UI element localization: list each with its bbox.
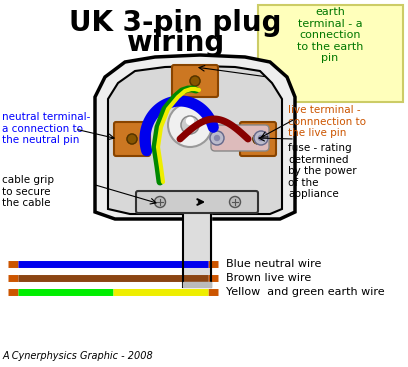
FancyBboxPatch shape <box>211 125 269 151</box>
Text: Blue neutral wire: Blue neutral wire <box>226 259 322 269</box>
FancyBboxPatch shape <box>136 191 258 213</box>
Text: UK 3-pin plug: UK 3-pin plug <box>69 9 281 37</box>
Text: cable grip
to secure
the cable: cable grip to secure the cable <box>2 175 54 208</box>
Text: neutral terminal-
a connection to
the neutral pin: neutral terminal- a connection to the ne… <box>2 112 91 145</box>
Circle shape <box>155 196 166 207</box>
Circle shape <box>127 134 137 144</box>
Text: Brown live wire: Brown live wire <box>226 273 311 283</box>
Circle shape <box>186 117 193 124</box>
Circle shape <box>181 116 199 134</box>
Bar <box>183 282 211 287</box>
FancyBboxPatch shape <box>258 5 403 102</box>
PathPatch shape <box>95 55 295 219</box>
Circle shape <box>229 196 240 207</box>
Text: fuse - rating
determined
by the power
of the
appliance: fuse - rating determined by the power of… <box>288 143 357 199</box>
Text: earth
terminal - a
connection
to the earth
pin: earth terminal - a connection to the ear… <box>297 7 363 63</box>
Circle shape <box>215 135 220 141</box>
Text: wiring: wiring <box>126 29 224 57</box>
Text: A Cynerphysics Graphic - 2008: A Cynerphysics Graphic - 2008 <box>3 351 154 361</box>
Circle shape <box>190 76 200 86</box>
Circle shape <box>210 131 224 145</box>
Circle shape <box>168 103 212 147</box>
Text: Yellow  and green earth wire: Yellow and green earth wire <box>226 287 385 297</box>
PathPatch shape <box>108 66 282 214</box>
FancyBboxPatch shape <box>172 65 218 97</box>
Bar <box>183 212 211 287</box>
Circle shape <box>259 135 264 141</box>
Circle shape <box>253 134 263 144</box>
FancyBboxPatch shape <box>114 122 150 156</box>
Circle shape <box>254 131 268 145</box>
FancyBboxPatch shape <box>240 122 276 156</box>
Text: live terminal -
connnection to
the live pin: live terminal - connnection to the live … <box>288 105 366 138</box>
